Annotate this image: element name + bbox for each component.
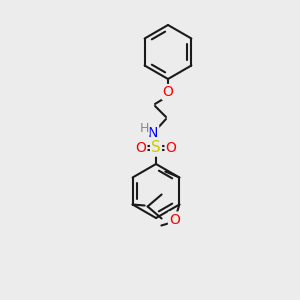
Text: O: O bbox=[163, 85, 173, 99]
Text: N: N bbox=[148, 126, 158, 140]
Text: O: O bbox=[166, 141, 176, 155]
Text: O: O bbox=[169, 212, 180, 226]
Text: H: H bbox=[139, 122, 149, 134]
Text: S: S bbox=[151, 140, 161, 155]
Text: O: O bbox=[136, 141, 146, 155]
